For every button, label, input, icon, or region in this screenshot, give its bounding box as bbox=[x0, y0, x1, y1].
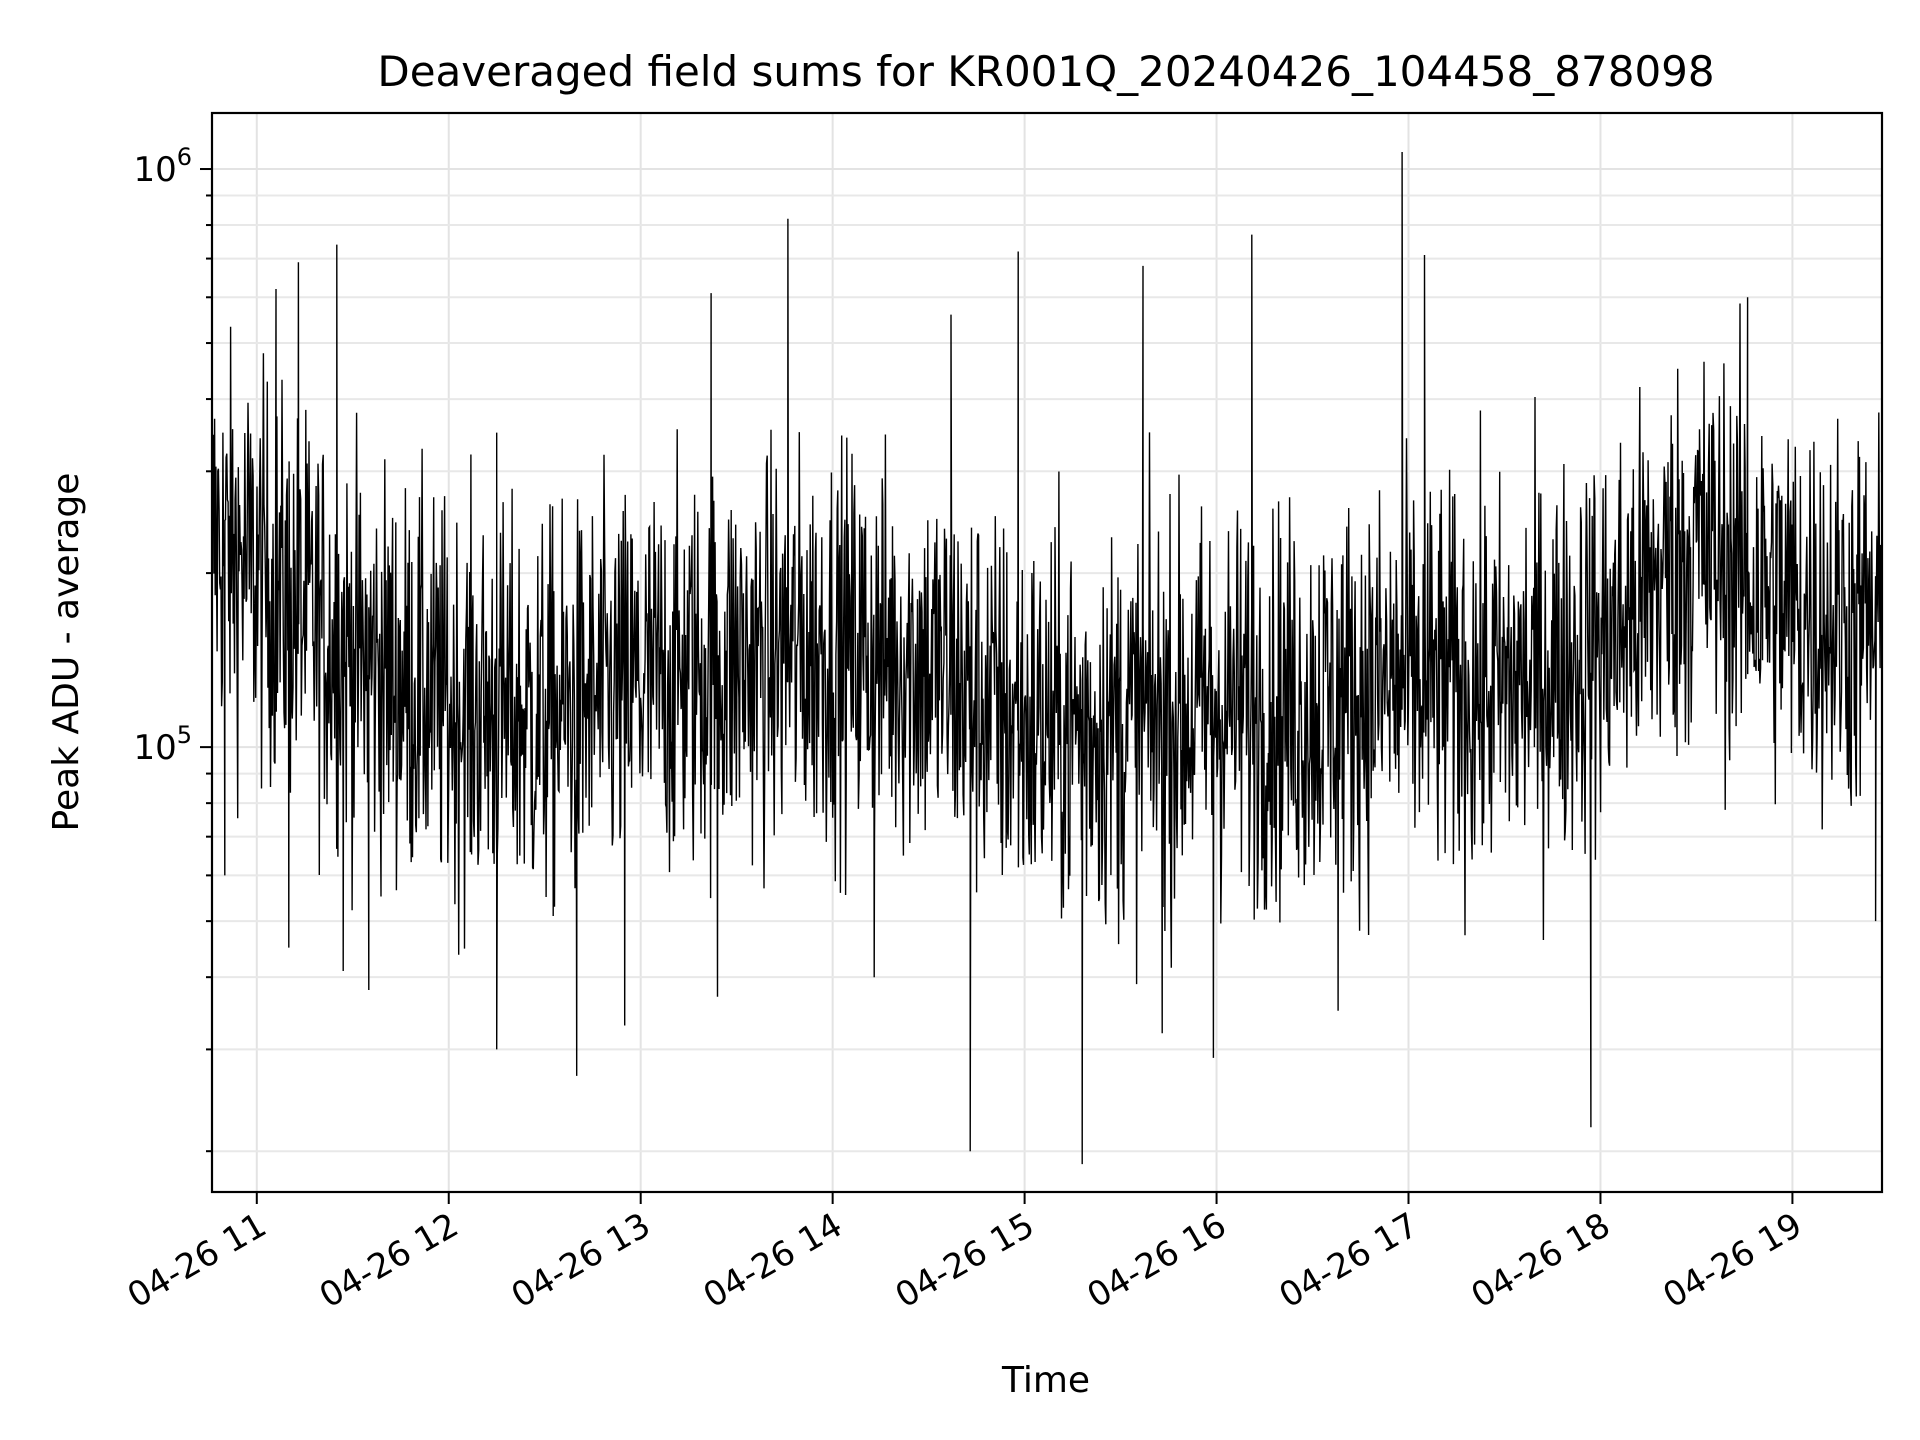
gridlines bbox=[212, 113, 1882, 1192]
x-tick-label: 04-26 16 bbox=[1081, 1205, 1233, 1316]
y-tick-exponent: 5 bbox=[177, 721, 192, 749]
x-tick-label: 04-26 19 bbox=[1657, 1205, 1809, 1316]
chart-title: Deaveraged field sums for KR001Q_2024042… bbox=[377, 47, 1714, 96]
x-tick-label: 04-26 13 bbox=[505, 1205, 657, 1316]
y-tick-label: 106 bbox=[133, 143, 192, 190]
y-tick-label: 105 bbox=[133, 721, 192, 768]
series-line bbox=[211, 151, 1883, 1165]
y-tick-base: 10 bbox=[133, 728, 176, 768]
x-tick-label: 04-26 18 bbox=[1465, 1205, 1617, 1316]
y-axis-label: Peak ADU - average bbox=[46, 473, 87, 832]
x-tick-label: 04-26 15 bbox=[889, 1205, 1041, 1316]
data-series bbox=[211, 151, 1883, 1165]
x-tick-label: 04-26 11 bbox=[121, 1205, 273, 1316]
x-axis-label: Time bbox=[1001, 1360, 1090, 1401]
plot-area-frame bbox=[210, 111, 1884, 1194]
x-axis-ticks: 04-26 11 04-26 12 04-26 13 04-26 14 04-26 15… bbox=[121, 1192, 1809, 1316]
y-tick-base: 10 bbox=[133, 150, 176, 190]
x-tick-label: 04-26 14 bbox=[697, 1205, 849, 1316]
x-tick-label: 04-26 17 bbox=[1273, 1205, 1425, 1316]
y-tick-exponent: 6 bbox=[177, 143, 192, 171]
x-tick-label: 04-26 12 bbox=[313, 1205, 465, 1316]
